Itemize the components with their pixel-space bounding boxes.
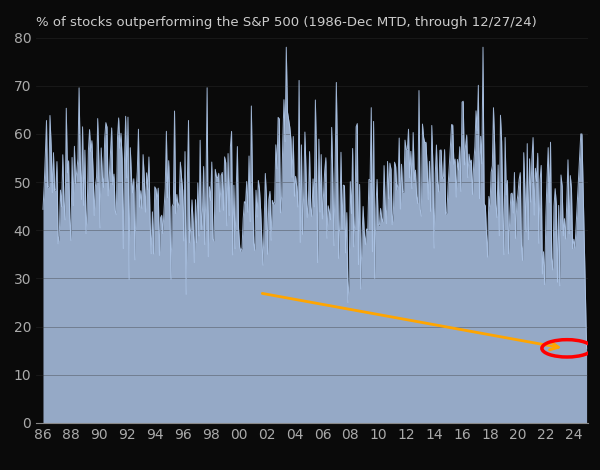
Text: % of stocks outperforming the S&P 500 (1986-Dec MTD, through 12/27/24): % of stocks outperforming the S&P 500 (1… [36,16,537,30]
